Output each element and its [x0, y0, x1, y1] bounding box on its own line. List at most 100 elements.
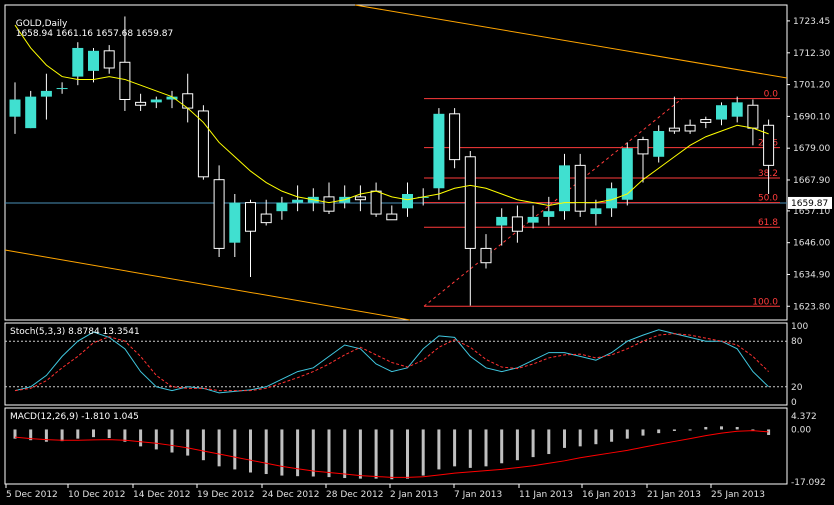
candle[interactable] [480, 234, 492, 269]
macd-axis-label: -17.092 [791, 478, 826, 488]
candle[interactable] [103, 45, 115, 74]
symbol-name: GOLD,Daily [15, 19, 68, 29]
candle[interactable] [182, 73, 194, 123]
candle[interactable] [354, 185, 366, 212]
macd-histogram-bar [688, 429, 692, 431]
candle[interactable] [590, 199, 602, 226]
candle[interactable] [323, 182, 335, 215]
candle[interactable] [197, 105, 209, 180]
candle-body [480, 247, 492, 264]
candlestick-series[interactable] [9, 16, 775, 306]
macd-histogram-bar [201, 429, 205, 461]
macd-histogram-bar [484, 429, 488, 467]
stoch-title: Stoch(5,3,3) 8.8784 13.3541 [10, 327, 140, 337]
candle[interactable] [72, 42, 84, 86]
candle-body [245, 202, 256, 232]
candle-body [559, 165, 570, 212]
macd-histogram-bar [186, 429, 190, 456]
candle[interactable] [496, 208, 508, 246]
candle-body [464, 156, 476, 249]
candle[interactable] [386, 205, 398, 221]
macd-histogram-bar [13, 429, 17, 439]
stoch-axis-label: 20 [791, 383, 803, 393]
candle[interactable] [276, 196, 288, 220]
candle[interactable] [527, 205, 539, 229]
macd-histogram-bar [515, 429, 519, 461]
fib-level-label: 50.0 [758, 194, 778, 204]
candle[interactable] [370, 182, 382, 217]
price-axis-label: 1623.80 [793, 302, 830, 312]
candle[interactable] [150, 96, 162, 109]
macd-histogram-bar [735, 426, 739, 430]
candle-body [590, 208, 602, 215]
candle[interactable] [621, 142, 633, 206]
candle[interactable] [747, 99, 759, 146]
channel-lower-line[interactable] [4, 249, 411, 321]
macd-histogram-bar [704, 426, 708, 430]
candle[interactable] [511, 205, 523, 243]
candle[interactable] [433, 108, 445, 200]
candle[interactable] [245, 199, 256, 278]
candle[interactable] [9, 82, 21, 134]
macd-title: MACD(12,26,9) -1.810 1.045 [10, 412, 139, 422]
fib-trend-line[interactable] [423, 98, 683, 307]
candle[interactable] [668, 96, 680, 134]
macd-histogram-bar [421, 429, 425, 476]
candle[interactable] [166, 90, 178, 109]
macd-signal-line [14, 430, 769, 478]
candle-body [402, 194, 413, 209]
macd-histogram-bar [594, 429, 598, 445]
candle[interactable] [25, 90, 37, 129]
candle[interactable] [339, 185, 351, 209]
macd-histogram-bar [374, 429, 378, 479]
macd-histogram-bar [233, 429, 237, 470]
candle-body [56, 88, 68, 90]
fib-level-label: 38.2 [758, 169, 778, 179]
ohlc-values: 1658.94 1661.16 1657.68 1659.87 [15, 29, 174, 39]
stoch-axis-label: 100 [791, 322, 808, 332]
candle[interactable] [56, 82, 68, 94]
macd-pane[interactable]: 4.372 0.00 -17.092 [13, 412, 826, 488]
macd-histogram-bar [578, 429, 582, 447]
candle[interactable] [292, 185, 304, 212]
channel-upper-line[interactable] [354, 4, 788, 79]
date-axis-label: 28 Dec 2012 [326, 490, 384, 500]
candle[interactable] [229, 194, 241, 257]
date-axis-label: 25 Jan 2013 [711, 490, 765, 500]
date-axis-label: 5 Dec 2012 [6, 490, 58, 500]
macd-histogram-bar [44, 429, 48, 442]
candle-body [731, 102, 743, 117]
stochastic-pane[interactable]: 100 80 20 0 [5, 322, 808, 408]
candle-body [684, 124, 696, 132]
stoch-signal-line [14, 333, 769, 392]
candle-body [700, 119, 712, 123]
candle[interactable] [700, 116, 712, 129]
candle[interactable] [464, 151, 476, 306]
candle-body [716, 105, 727, 120]
candle-body [527, 216, 539, 223]
candle[interactable] [260, 199, 272, 226]
candle[interactable] [40, 73, 52, 120]
candle[interactable] [135, 93, 147, 111]
candle[interactable] [574, 153, 586, 217]
candle-body [386, 213, 398, 221]
candle[interactable] [559, 153, 570, 220]
macd-histogram-bar [60, 429, 64, 442]
candle[interactable] [543, 196, 555, 226]
candle[interactable] [653, 125, 665, 163]
macd-histogram-bar [343, 429, 347, 479]
candle[interactable] [88, 47, 99, 83]
candle-body [606, 188, 618, 209]
candle[interactable] [449, 108, 461, 169]
candle[interactable] [213, 165, 225, 257]
candle[interactable] [763, 119, 775, 194]
candle[interactable] [637, 136, 649, 183]
macd-histogram-bar [217, 429, 221, 467]
candle-body [621, 148, 633, 200]
macd-axis-label: 4.372 [791, 412, 817, 422]
candle[interactable] [684, 119, 696, 134]
candle[interactable] [716, 102, 727, 126]
macd-histogram-bar [547, 429, 551, 455]
candle[interactable] [731, 96, 743, 123]
